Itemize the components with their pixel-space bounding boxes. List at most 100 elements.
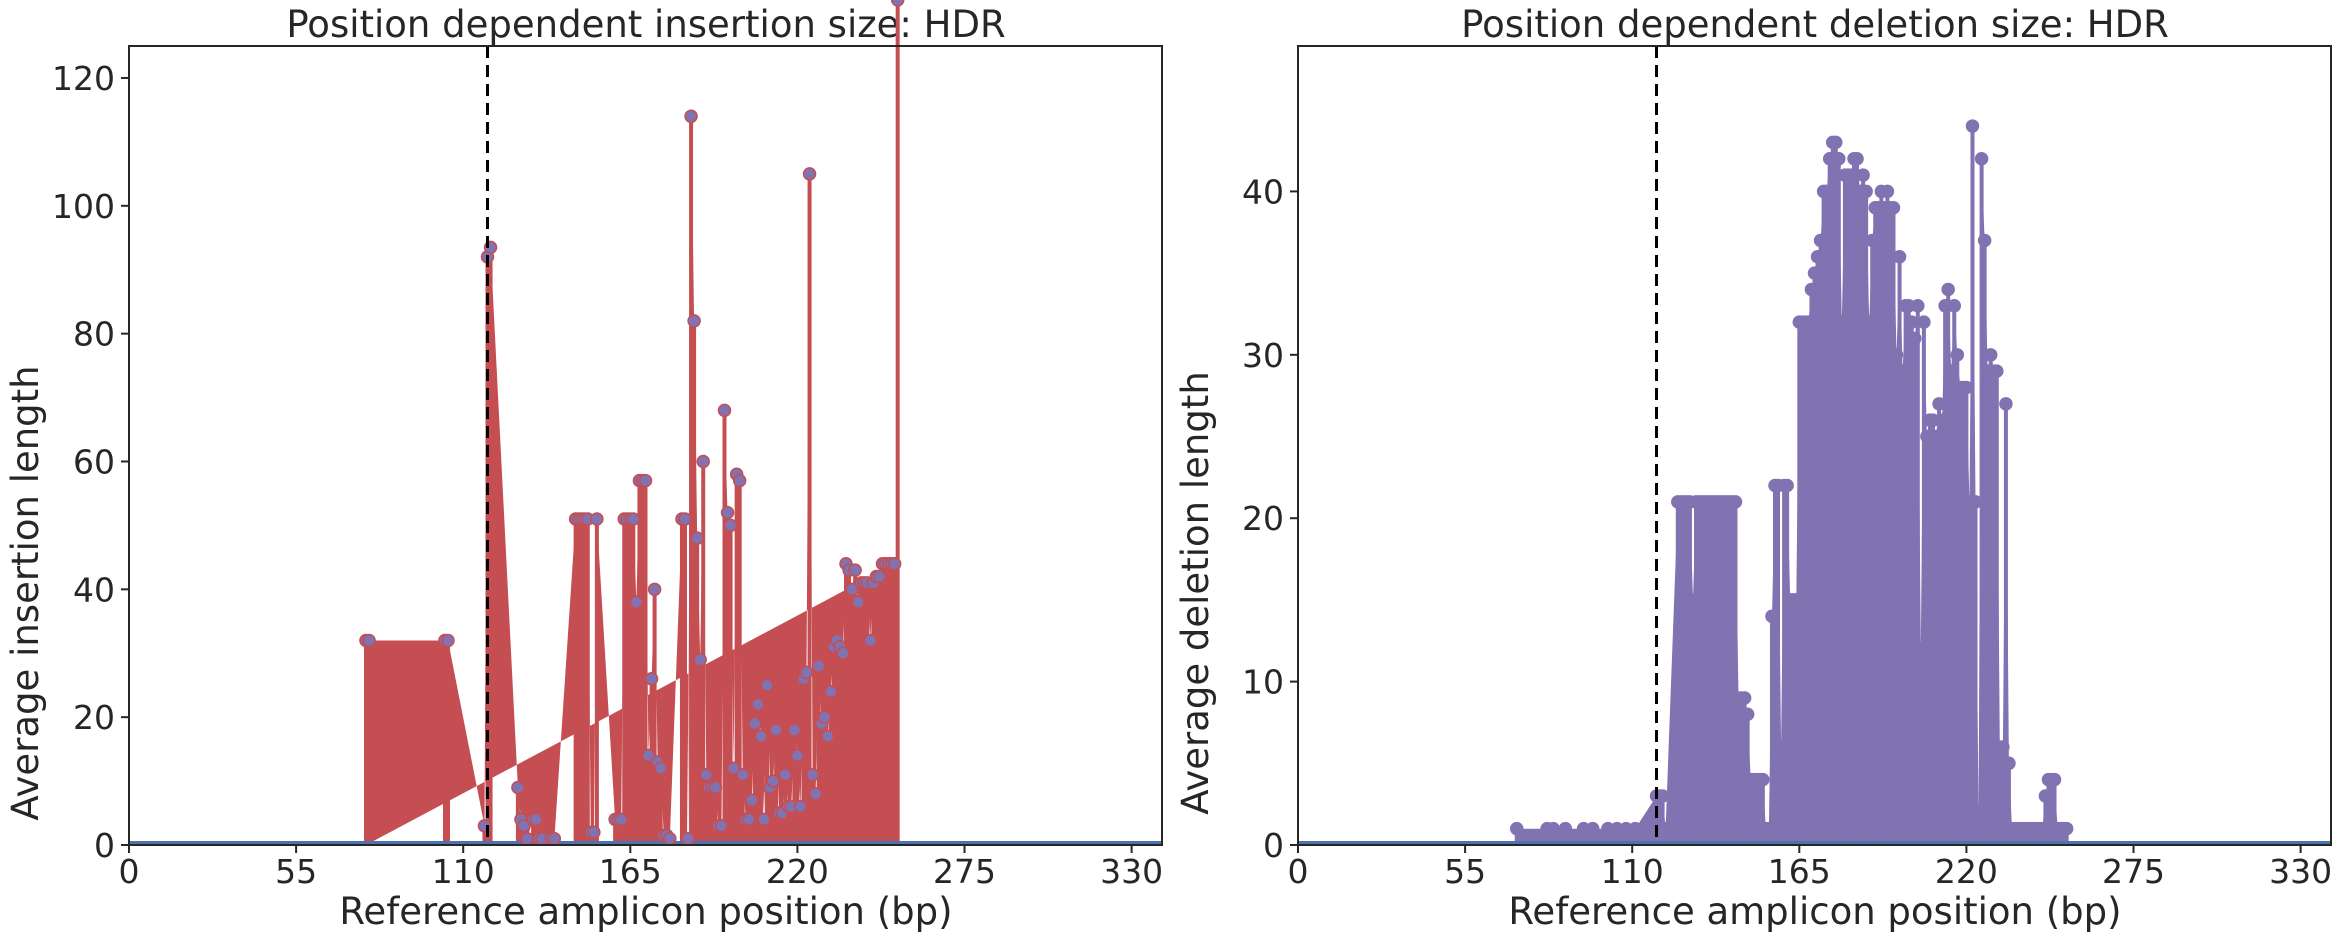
data-point — [1756, 772, 1770, 787]
y-tick-label: 20 — [1242, 499, 1284, 538]
data-point — [1880, 184, 1895, 199]
data-point — [687, 314, 701, 328]
x-tick-label: 55 — [1444, 852, 1486, 891]
y-tick-label: 30 — [1242, 336, 1284, 375]
data-point — [647, 582, 662, 597]
data-point — [1740, 707, 1755, 722]
data-point — [872, 569, 887, 584]
x-tick-label: 275 — [933, 852, 996, 891]
data-point — [681, 831, 695, 846]
y-tick-label: 0 — [1263, 826, 1284, 865]
data-point — [1737, 691, 1752, 705]
data-point — [1801, 315, 1816, 329]
data-point — [690, 531, 704, 545]
data-point — [663, 831, 677, 846]
data-point — [1895, 364, 1910, 378]
data-point — [1835, 315, 1849, 329]
data-point — [1977, 233, 1992, 248]
data-point — [1789, 593, 1804, 607]
data-point — [547, 831, 562, 846]
data-point — [708, 780, 723, 795]
data-point — [1628, 821, 1642, 836]
data-point — [696, 454, 710, 469]
data-point — [517, 819, 531, 833]
data-point — [1889, 348, 1904, 362]
data-point — [1968, 495, 1983, 509]
data-point — [2038, 789, 2053, 803]
x-tick-label: 165 — [599, 852, 662, 891]
data-point — [1780, 478, 1794, 493]
data-point — [1859, 184, 1873, 199]
x-tick-label: 275 — [2102, 852, 2165, 891]
data-point — [821, 729, 835, 744]
data-point — [653, 761, 668, 776]
data-point — [818, 710, 832, 724]
data-point — [362, 633, 376, 648]
data-point — [529, 812, 543, 827]
data-point — [723, 518, 738, 533]
data-point — [520, 831, 534, 846]
data-point — [629, 595, 644, 609]
deletion-size-chart: Position dependent deletion size: HDR Re… — [1174, 3, 2332, 933]
y-tick-label: 40 — [73, 570, 115, 609]
data-point — [1686, 593, 1700, 607]
x-axis-label: Reference amplicon position (bp) — [1508, 890, 2121, 933]
data-point — [587, 825, 601, 839]
data-point — [1804, 282, 1819, 297]
data-point — [811, 659, 826, 673]
data-point — [802, 167, 817, 181]
data-point — [1947, 299, 1962, 313]
data-point — [805, 767, 820, 782]
data-point — [1658, 821, 1673, 836]
data-point — [787, 723, 802, 737]
x-tick-label: 110 — [432, 852, 495, 891]
x-tick-label: 55 — [275, 852, 317, 891]
data-point — [1655, 789, 1670, 803]
chart-title: Position dependent deletion size: HDR — [1461, 3, 2169, 46]
data-point — [799, 665, 814, 680]
data-point — [1965, 119, 1980, 133]
data-point — [693, 652, 707, 667]
y-axis-label: Average deletion length — [1174, 371, 1217, 815]
data-point — [1944, 364, 1958, 378]
data-point — [1829, 135, 1843, 150]
data-point — [808, 787, 823, 801]
data-point — [1974, 151, 1989, 166]
data-point — [1914, 642, 1928, 656]
data-point — [1990, 364, 2004, 378]
data-point — [1774, 740, 1788, 754]
x-tick-label: 330 — [2269, 852, 2332, 891]
data-point — [2002, 756, 2016, 771]
data-point — [735, 767, 750, 782]
data-point — [1813, 233, 1828, 248]
plot-frame — [1297, 45, 2332, 846]
data-point — [1917, 315, 1931, 329]
data-point — [1762, 821, 1776, 836]
y-tick-label: 0 — [94, 826, 115, 865]
data-point — [1510, 821, 1524, 836]
data-point — [684, 109, 698, 124]
x-axis-label: Reference amplicon position (bp) — [339, 890, 952, 933]
x-tick-label: 0 — [1288, 852, 1309, 891]
data-point — [1585, 821, 1600, 836]
area-fill — [366, 116, 895, 846]
x-tick-label: 220 — [1935, 852, 1998, 891]
data-point — [511, 780, 525, 795]
data-point — [1941, 282, 1955, 297]
data-point — [1999, 397, 2013, 411]
data-point — [732, 473, 747, 488]
data-point — [2059, 821, 2074, 836]
y-tick-label: 100 — [52, 187, 115, 226]
data-point — [1810, 250, 1825, 264]
x-tick-label: 110 — [1601, 852, 1664, 891]
data-point — [1844, 168, 1858, 182]
data-point — [714, 819, 729, 833]
data-point — [1807, 266, 1822, 280]
data-point — [751, 697, 765, 712]
data-point — [1819, 184, 1834, 199]
data-point — [726, 761, 741, 776]
data-point — [1911, 299, 1925, 313]
data-point — [699, 767, 714, 782]
data-point — [1959, 380, 1974, 395]
